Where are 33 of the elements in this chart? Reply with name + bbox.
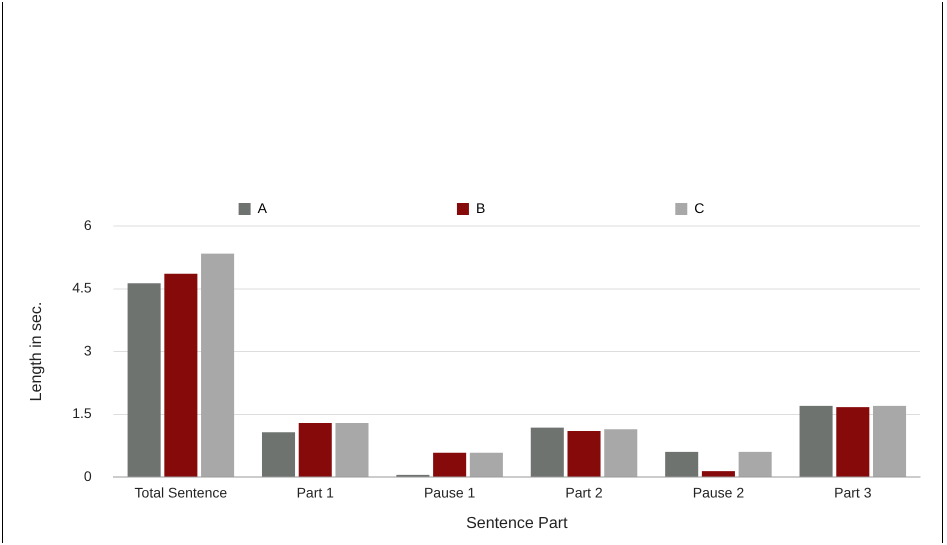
bar xyxy=(836,407,870,476)
x-tick-label: Pause 2 xyxy=(692,484,744,500)
bar xyxy=(128,283,161,476)
bar xyxy=(800,406,833,476)
bar xyxy=(702,471,735,476)
bar xyxy=(604,429,638,476)
legend-label: C xyxy=(694,200,704,216)
y-tick-label: 0 xyxy=(84,468,92,484)
y-tick-label: 4.5 xyxy=(72,280,92,296)
x-tick-label: Part 1 xyxy=(296,484,334,500)
bar xyxy=(530,428,564,476)
bar xyxy=(262,432,296,476)
x-axis-title: Sentence Part xyxy=(466,514,568,532)
x-tick-label: Total Sentence xyxy=(134,484,228,500)
bar xyxy=(298,423,332,476)
bar xyxy=(470,452,503,476)
bar xyxy=(201,254,234,476)
bar xyxy=(665,452,698,476)
x-tick-label: Part 3 xyxy=(834,484,872,500)
bar xyxy=(433,452,466,476)
bar xyxy=(738,452,772,476)
y-axis-title: Length in sec. xyxy=(28,302,46,402)
y-tick-label: 1.5 xyxy=(72,405,92,422)
x-tick-label: Part 2 xyxy=(565,484,603,500)
y-tick-label: 6 xyxy=(84,216,92,233)
bar xyxy=(335,423,369,476)
x-tick-label: Pause 1 xyxy=(424,484,476,500)
bar xyxy=(873,406,906,476)
bar xyxy=(164,274,198,476)
legend-label: A xyxy=(258,200,268,216)
legend-label: B xyxy=(476,200,486,216)
bar xyxy=(567,430,601,476)
y-tick-label: 3 xyxy=(84,342,92,358)
